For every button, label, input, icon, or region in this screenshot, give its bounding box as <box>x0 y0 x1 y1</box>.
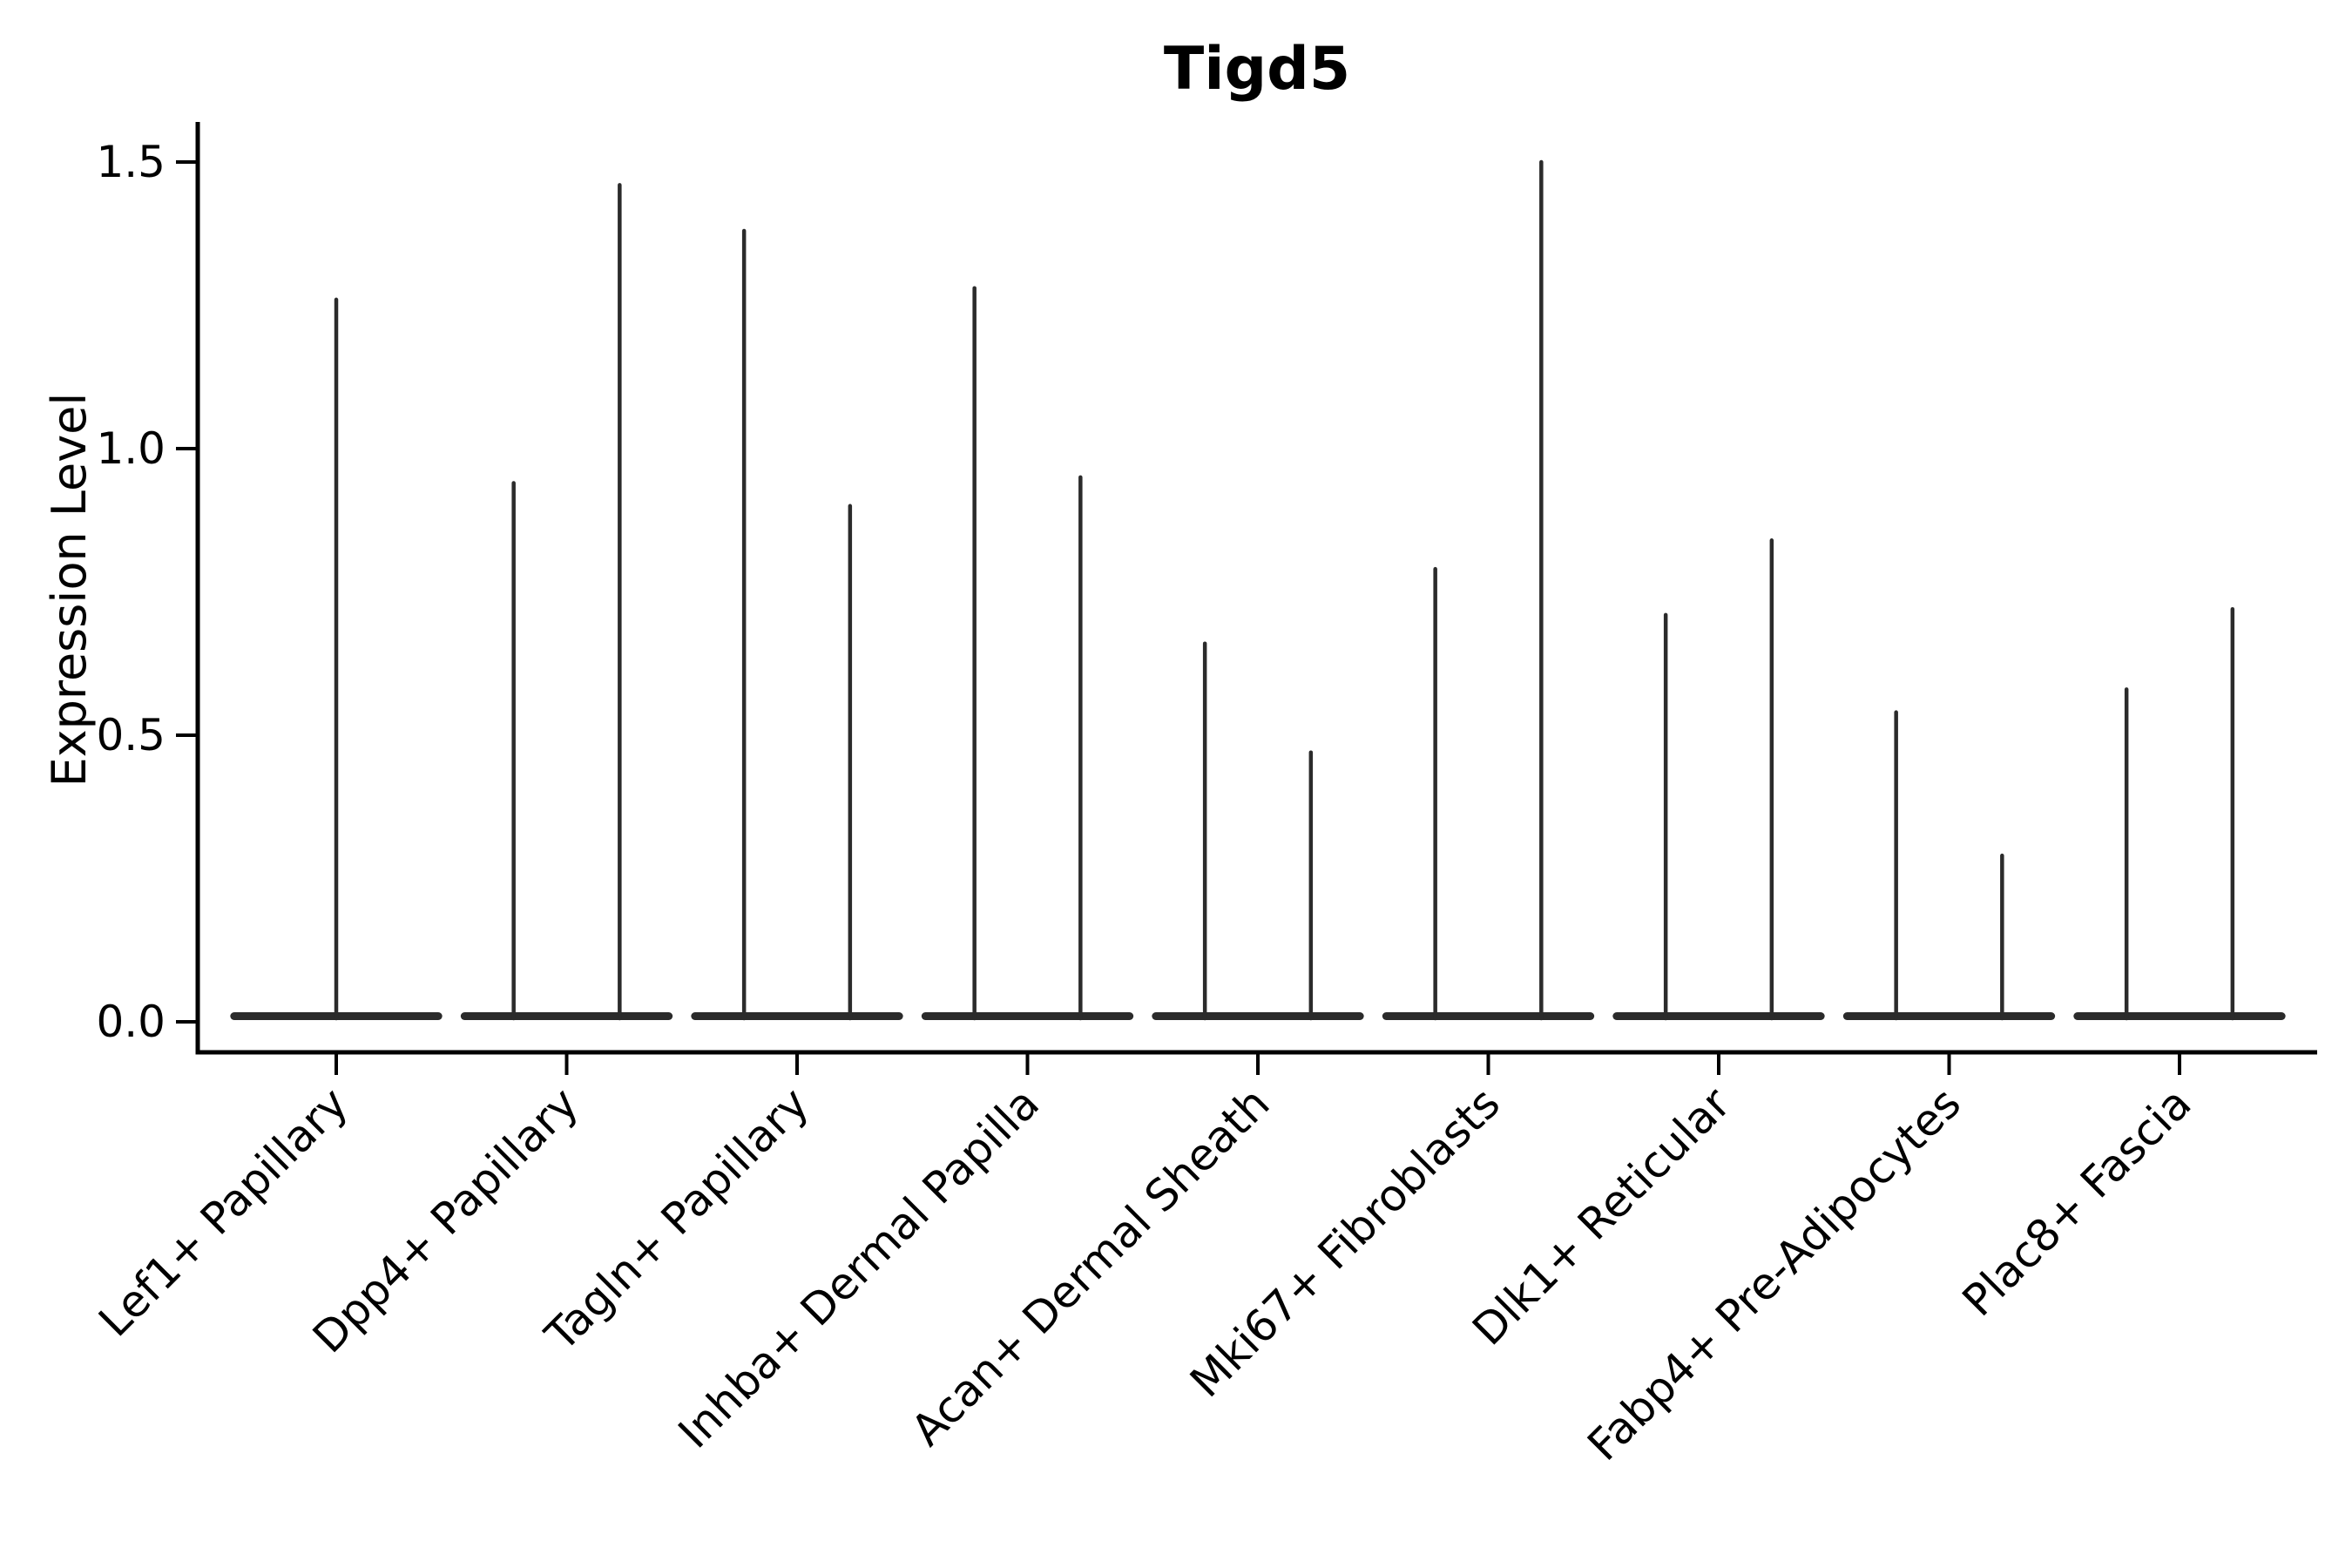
violin-body <box>1842 1012 2056 1020</box>
y-tick-label: 1.5 <box>96 137 166 187</box>
chart-title: Tigd5 <box>1164 35 1350 104</box>
x-tick-label: Plac8+ Fascia <box>1953 1078 2201 1326</box>
violin-body <box>1382 1012 1595 1020</box>
y-tick-label: 1.0 <box>96 423 166 474</box>
violin-body <box>921 1012 1134 1020</box>
violin-body <box>460 1012 673 1020</box>
y-tick-label: 0.5 <box>96 710 166 760</box>
axes: 0.0 0.5 1.0 1.5 <box>96 122 2317 1075</box>
x-tick-label: Fabp4+ Pre-Adipocytes <box>1578 1078 1970 1470</box>
y-axis-label: Expression Level <box>42 393 97 787</box>
violin-body <box>1612 1012 1825 1020</box>
violin-body <box>1152 1012 1364 1020</box>
violin-body <box>2073 1012 2286 1020</box>
violin-body <box>691 1012 903 1020</box>
violins <box>230 159 2286 1021</box>
y-tick-label: 0.0 <box>96 997 166 1047</box>
x-tick-label: Lef1+ Papillary <box>89 1078 357 1346</box>
